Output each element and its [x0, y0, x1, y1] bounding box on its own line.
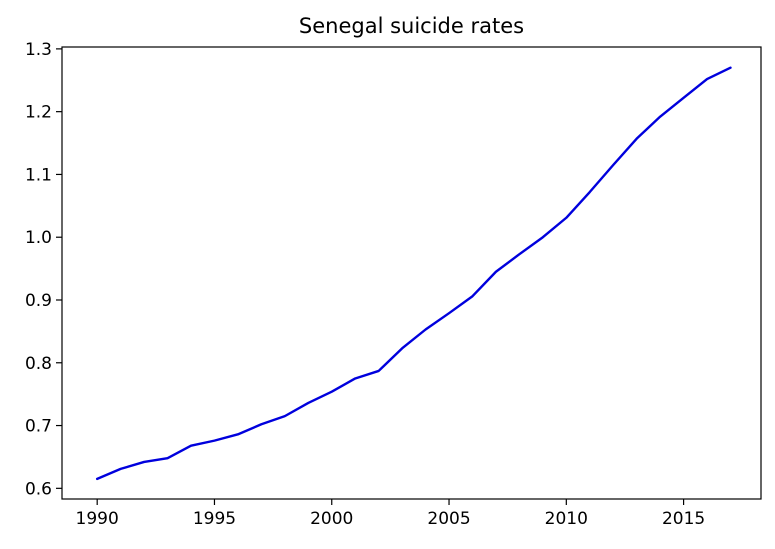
- series-line-0: [95, 66, 732, 481]
- axes-frame: [61, 46, 762, 500]
- plot-area: [61, 46, 762, 500]
- chart-title: Senegal suicide rates: [299, 14, 524, 38]
- x-tick-label: 2010: [545, 509, 588, 529]
- x-tick-label: 1990: [76, 509, 119, 529]
- y-tick-label: 0.7: [25, 417, 52, 437]
- series-group: [95, 66, 732, 481]
- y-tick-label: 1.3: [25, 40, 52, 60]
- y-tick-label: 0.8: [25, 354, 52, 374]
- x-axis: 1990 1995 2000 2005 2010 2015: [76, 499, 705, 529]
- x-tick-label: 2000: [310, 509, 353, 529]
- y-tick-label: 1.2: [25, 103, 52, 123]
- y-axis: 0.6 0.7 0.8 0.9 1.0 1.1 1.2 1.3: [25, 40, 62, 499]
- x-tick-label: 2015: [662, 509, 705, 529]
- y-tick-label: 0.6: [25, 479, 52, 499]
- y-tick-label: 1.0: [25, 228, 52, 248]
- x-tick-label: 1995: [193, 509, 236, 529]
- y-tick-label: 1.1: [25, 165, 52, 185]
- x-tick-label: 2005: [427, 509, 470, 529]
- y-tick-label: 0.9: [25, 291, 52, 311]
